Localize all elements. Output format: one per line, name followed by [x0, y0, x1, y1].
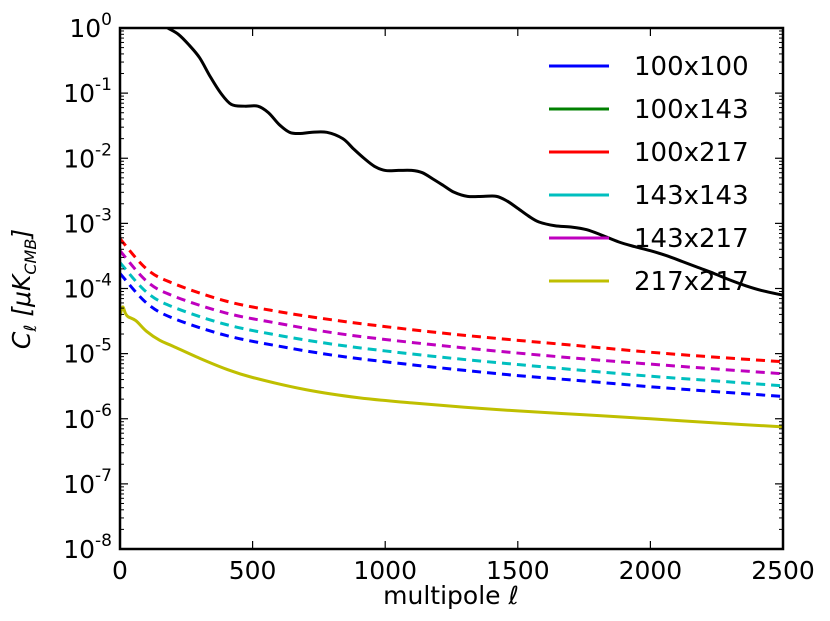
y-tick-base: 10 [63, 535, 95, 564]
y-tick-exponent: -6 [95, 401, 112, 421]
legend-label: 143x217 [634, 224, 749, 254]
series-line-217x217 [120, 305, 783, 429]
x-tick-label: 1500 [486, 556, 550, 585]
y-tick-label: 100 [69, 10, 112, 43]
y-axis-label-part: ℓ [21, 325, 41, 333]
y-axis-label-part: [ [7, 306, 36, 325]
series-line-100x100 [120, 272, 783, 398]
x-tick-label: 1000 [353, 556, 417, 585]
y-tick-label: 10-2 [63, 140, 112, 173]
series-line-143x143 [120, 261, 783, 388]
y-axis-label-part: C [7, 331, 36, 349]
y-tick-exponent: -1 [95, 75, 112, 95]
y-tick-label: 10-6 [63, 401, 112, 434]
series-line-black-curve [165, 28, 783, 297]
y-axis-label: Cℓ [μKCMB] [7, 229, 41, 349]
series-line-100x217 [120, 237, 783, 364]
legend-label: 217x217 [634, 267, 749, 297]
y-tick-exponent: -3 [95, 205, 112, 225]
y-tick-base: 10 [63, 275, 95, 304]
x-tick-label: 500 [229, 556, 277, 585]
y-axis-label-group: Cℓ [μKCMB] [7, 229, 41, 349]
tick-layer: 0 500 1000 1500 2000 250010-810-710-610-510-4… [63, 10, 815, 585]
y-tick-base: 10 [63, 79, 95, 108]
series-line-143x217 [120, 249, 783, 376]
y-tick-label: 10-8 [63, 531, 112, 564]
y-axis-label-part: CMB [21, 239, 40, 275]
y-tick-base: 10 [63, 470, 95, 499]
y-tick-label: 10-4 [63, 271, 112, 304]
x-tick-label: 0 [112, 556, 128, 585]
y-tick-exponent: -4 [95, 271, 112, 291]
y-tick-label: 10-3 [63, 205, 112, 238]
x-tick-label: 2500 [751, 556, 815, 585]
legend-label: 100x143 [634, 95, 749, 125]
y-tick-label: 10-7 [63, 466, 112, 499]
y-axis-label-text: Cℓ [μKCMB] [7, 229, 41, 349]
series-layer [120, 28, 783, 429]
y-tick-exponent: -8 [95, 531, 112, 551]
legend-label: 100x217 [634, 138, 749, 168]
legend-label: 143x143 [634, 181, 749, 211]
legend: 100x100 100x143 100x217 143x143 143x217 217x2… [549, 52, 749, 297]
y-tick-base: 10 [63, 405, 95, 434]
y-tick-exponent: -2 [95, 140, 112, 160]
y-tick-exponent: -7 [95, 466, 112, 486]
y-axis-label-part: μK [7, 272, 36, 308]
y-tick-exponent: -5 [95, 336, 112, 356]
y-tick-base: 10 [69, 14, 101, 43]
y-tick-label: 10-5 [63, 336, 112, 369]
y-tick-base: 10 [63, 340, 95, 369]
x-tick-label: 2000 [619, 556, 683, 585]
y-tick-base: 10 [63, 209, 95, 238]
y-axis-label-part: ] [7, 229, 36, 240]
y-tick-exponent: 0 [101, 10, 112, 30]
x-axis-label: multipole ℓ [383, 581, 519, 610]
legend-label: 100x100 [634, 52, 749, 82]
y-tick-base: 10 [63, 144, 95, 173]
y-tick-label: 10-1 [63, 75, 112, 108]
